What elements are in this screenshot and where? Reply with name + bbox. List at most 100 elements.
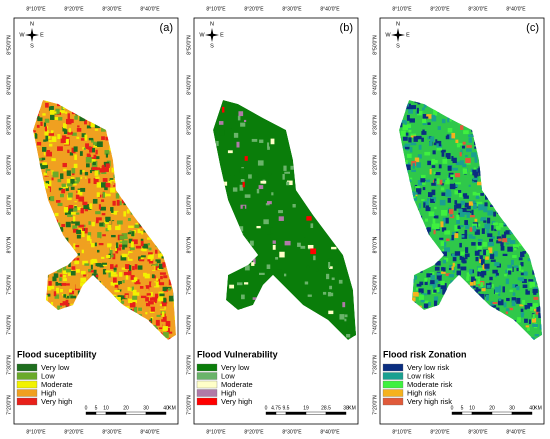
pixel-patch	[91, 243, 95, 248]
pixel-patch	[151, 297, 157, 304]
pixel-patch	[455, 139, 459, 143]
pixel-patch	[322, 291, 327, 295]
pixel-patch	[116, 220, 123, 225]
pixel-patch	[74, 260, 80, 265]
pixel-patch	[168, 331, 173, 334]
pixel-patch	[498, 293, 501, 296]
pixel-patch	[482, 241, 487, 247]
panel: 8°10'0"E 8°10'0"E 8°20'0"E 8°20'0"E 8°30'0"E…	[6, 6, 179, 435]
pixel-patch	[434, 281, 437, 287]
lon-label: 8°20'0"E	[430, 429, 450, 435]
pixel-patch	[485, 256, 489, 260]
pixel-patch	[427, 136, 430, 140]
pixel-patch	[36, 141, 42, 146]
pixel-patch	[418, 144, 422, 150]
pixel-patch	[55, 108, 60, 115]
pixel-patch	[36, 124, 40, 128]
compass-n: N	[210, 21, 214, 27]
pixel-patch	[59, 295, 66, 302]
pixel-patch	[95, 217, 102, 224]
pixel-patch	[110, 264, 114, 269]
pixel-patch	[229, 122, 232, 129]
pixel-patch	[154, 265, 160, 271]
pixel-patch	[139, 244, 142, 247]
pixel-patch	[47, 285, 52, 291]
scale-label: 28.5	[321, 405, 331, 411]
pixel-patch	[517, 317, 521, 323]
pixel-patch	[410, 142, 417, 146]
pixel-patch	[441, 192, 446, 196]
lon-label: 8°40'0"E	[140, 6, 160, 12]
pixel-patch	[43, 139, 47, 142]
pixel-patch	[513, 248, 517, 251]
pixel-patch	[127, 217, 131, 222]
scale-label: 20	[123, 405, 129, 411]
pixel-patch	[460, 266, 467, 271]
pixel-patch	[128, 225, 134, 228]
pixel-patch	[93, 260, 98, 264]
pixel-patch	[120, 255, 127, 261]
pixel-patch	[62, 162, 67, 168]
pixel-patch	[419, 281, 424, 286]
pixel-patch	[94, 128, 99, 131]
lon-label: 8°30'0"E	[102, 429, 122, 435]
pixel-patch	[151, 282, 156, 287]
pixel-patch	[306, 265, 310, 269]
pixel-patch	[477, 271, 480, 277]
pixel-patch	[476, 201, 483, 207]
pixel-patch	[155, 259, 161, 264]
pixel-patch	[464, 202, 469, 208]
legend-label: High	[41, 388, 56, 397]
pixel-patch	[441, 267, 445, 271]
pixel-patch	[504, 274, 507, 277]
pixel-patch	[445, 153, 451, 158]
pixel-patch	[111, 234, 116, 238]
pixel-patch	[446, 178, 450, 182]
pixel-patch	[78, 264, 82, 269]
legend-label: Very high	[41, 397, 72, 406]
pixel-patch	[74, 245, 80, 248]
pixel-patch	[63, 138, 69, 145]
pixel-patch	[496, 236, 502, 240]
pixel-patch	[440, 280, 445, 286]
pixel-patch	[66, 303, 70, 307]
legend-label: Low	[221, 371, 235, 380]
scale-segment	[491, 411, 513, 415]
pixel-patch	[421, 198, 425, 202]
pixel-patch	[446, 191, 451, 196]
pixel-patch	[109, 248, 113, 255]
pixel-patch	[161, 302, 167, 307]
lat-label: 8°20'0"N	[186, 155, 192, 175]
pixel-patch	[98, 204, 101, 210]
pixel-patch	[133, 306, 138, 313]
pixel-patch	[90, 121, 96, 128]
pixel-patch	[456, 143, 463, 146]
pixel-patch	[488, 242, 494, 246]
pixel-patch	[76, 229, 81, 234]
pixel-patch	[284, 171, 290, 174]
pixel-patch	[105, 153, 108, 158]
pixel-patch	[458, 212, 461, 217]
pixel-patch	[538, 312, 542, 319]
scale-segment	[285, 411, 307, 415]
pixel-patch	[95, 167, 100, 170]
pixel-patch	[105, 228, 109, 232]
pixel-patch	[474, 276, 480, 279]
pixel-patch	[482, 264, 486, 270]
scale-segment	[95, 411, 107, 415]
pixel-patch	[471, 209, 474, 216]
pixel-patch	[149, 268, 156, 274]
pixel-patch	[461, 235, 465, 238]
pixel-patch	[121, 253, 125, 257]
pixel-patch	[520, 308, 524, 312]
pixel-patch	[266, 264, 271, 269]
pixel-patch	[252, 297, 257, 300]
pixel-patch	[145, 285, 150, 291]
pixel-patch	[76, 190, 79, 194]
pixel-patch	[93, 145, 100, 148]
pixel-patch	[512, 244, 519, 248]
pixel-patch	[520, 312, 525, 316]
pixel-patch	[279, 251, 285, 258]
pixel-patch	[115, 222, 119, 226]
pixel-patch	[132, 299, 137, 304]
